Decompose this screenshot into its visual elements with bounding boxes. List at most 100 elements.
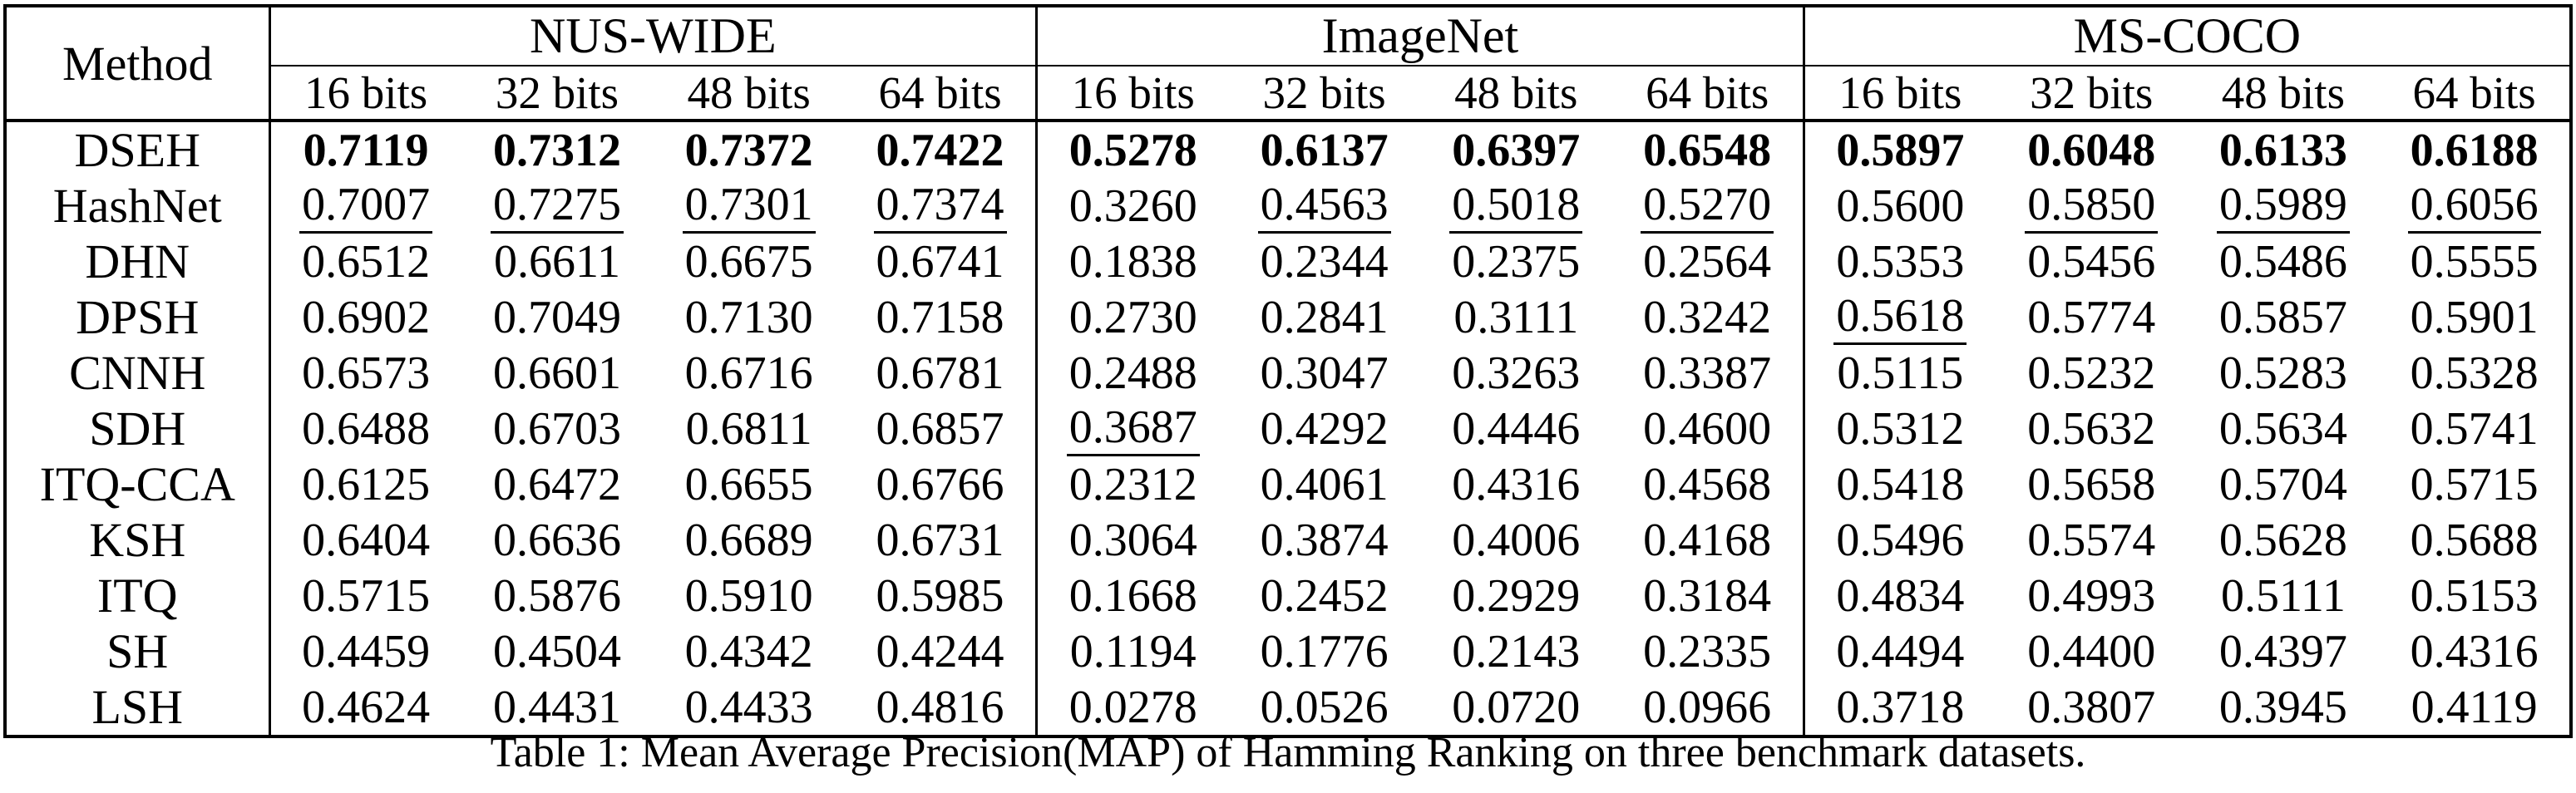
map-value: 0.6811 <box>685 402 812 455</box>
value-cell: 0.0278 <box>1035 679 1229 736</box>
bits-column-header: 32 bits <box>1995 66 2188 122</box>
value-cell: 0.5985 <box>845 568 1037 623</box>
map-value: 0.4563 <box>1257 181 1391 234</box>
map-value: 0.4993 <box>2027 569 2156 622</box>
map-value: 0.6601 <box>492 347 621 399</box>
map-value: 0.0526 <box>1260 681 1389 733</box>
map-value: 0.5741 <box>2410 402 2539 455</box>
value-cell: 0.6056 <box>2379 178 2571 234</box>
map-value: 0.2143 <box>1452 625 1581 677</box>
value-cell: 0.4119 <box>2379 679 2571 736</box>
value-cell: 0.4433 <box>653 679 845 736</box>
value-cell: 0.7130 <box>653 289 845 345</box>
value-cell: 0.5628 <box>2188 512 2380 568</box>
map-value: 0.4433 <box>684 681 813 733</box>
map-value: 0.7374 <box>873 181 1007 234</box>
method-cell: HashNet <box>5 178 271 234</box>
map-value: 0.6133 <box>2218 124 2347 176</box>
value-cell: 0.7312 <box>461 121 654 178</box>
map-value: 0.0278 <box>1068 681 1197 733</box>
table-row: CNNH 0.6573 0.6601 0.6716 0.6781 0.2488 0.3047… <box>5 345 2571 401</box>
map-value: 0.5111 <box>2220 569 2346 622</box>
value-cell: 0.5901 <box>2379 289 2571 345</box>
value-cell: 0.0526 <box>1228 679 1420 736</box>
value-cell: 0.5857 <box>2188 289 2380 345</box>
map-value: 0.2375 <box>1452 235 1581 288</box>
value-cell: 0.1776 <box>1228 623 1420 679</box>
value-cell: 0.6125 <box>268 456 461 512</box>
value-cell: 0.5897 <box>1802 121 1996 178</box>
map-value: 0.4494 <box>1836 625 1965 677</box>
bits-header-row: 16 bits 32 bits 48 bits 64 bits 16 bits … <box>5 66 2571 122</box>
map-value: 0.7422 <box>876 124 1004 176</box>
map-value: 0.7158 <box>876 291 1004 343</box>
bits-column-header: 32 bits <box>461 66 654 122</box>
map-value: 0.7119 <box>303 124 429 176</box>
value-cell: 0.6716 <box>653 345 845 401</box>
map-value: 0.5270 <box>1641 181 1774 234</box>
value-cell: 0.4568 <box>1612 456 1804 512</box>
value-cell: 0.7372 <box>653 121 845 178</box>
map-value: 0.4816 <box>876 681 1004 733</box>
value-cell: 0.3874 <box>1228 512 1420 568</box>
map-value: 0.5897 <box>1836 124 1965 176</box>
bits-column-header: 16 bits <box>268 66 461 122</box>
map-value: 0.3874 <box>1260 514 1389 566</box>
map-value: 0.5153 <box>2410 569 2539 622</box>
map-value: 0.5418 <box>1836 458 1965 510</box>
map-value: 0.3718 <box>1836 681 1965 733</box>
method-cell: ITQ-CCA <box>5 456 271 512</box>
value-cell: 0.5153 <box>2379 568 2571 623</box>
value-cell: 0.7374 <box>845 178 1037 234</box>
value-cell: 0.6573 <box>268 345 461 401</box>
map-value: 0.4244 <box>876 625 1004 677</box>
table-row: DPSH 0.6902 0.7049 0.7130 0.7158 0.2730 0.2841… <box>5 289 2571 345</box>
value-cell: 0.4061 <box>1228 456 1420 512</box>
map-value: 0.5658 <box>2027 458 2156 510</box>
map-value: 0.6137 <box>1260 124 1389 176</box>
value-cell: 0.6548 <box>1612 121 1804 178</box>
value-cell: 0.6048 <box>1996 121 2188 178</box>
map-value: 0.5774 <box>2027 291 2156 343</box>
value-cell: 0.6488 <box>268 401 461 456</box>
map-value: 0.1194 <box>1069 625 1197 677</box>
method-cell: SH <box>5 623 271 679</box>
map-value: 0.5618 <box>1833 293 1967 345</box>
value-cell: 0.6404 <box>268 512 461 568</box>
map-value: 0.7312 <box>492 124 621 176</box>
value-cell: 0.2335 <box>1612 623 1804 679</box>
value-cell: 0.6689 <box>653 512 845 568</box>
value-cell: 0.5283 <box>2188 345 2380 401</box>
map-value: 0.3047 <box>1260 347 1389 399</box>
map-value: 0.5456 <box>2027 235 2156 288</box>
map-value: 0.2344 <box>1260 235 1389 288</box>
map-value: 0.2312 <box>1068 458 1197 510</box>
map-value: 0.5850 <box>2025 181 2159 234</box>
value-cell: 0.3387 <box>1612 345 1804 401</box>
value-cell: 0.6188 <box>2379 121 2571 178</box>
value-cell: 0.4816 <box>845 679 1037 736</box>
value-cell: 0.3064 <box>1035 512 1229 568</box>
map-value: 0.5115 <box>1837 347 1964 399</box>
map-value: 0.6655 <box>684 458 813 510</box>
map-value: 0.7049 <box>492 291 621 343</box>
value-cell: 0.5111 <box>2188 568 2380 623</box>
value-cell: 0.3184 <box>1612 568 1804 623</box>
table-row: DHN 0.6512 0.6611 0.6675 0.6741 0.1838 0.2344 0… <box>5 234 2571 289</box>
value-cell: 0.5741 <box>2379 401 2571 456</box>
dataset-group-header-mscoco: MS-COCO <box>1802 6 2571 66</box>
value-cell: 0.6675 <box>653 234 845 289</box>
map-value: 0.6741 <box>876 235 1004 288</box>
value-cell: 0.5312 <box>1802 401 1996 456</box>
map-value: 0.6048 <box>2027 124 2156 176</box>
map-value: 0.4342 <box>684 625 813 677</box>
map-value: 0.5910 <box>684 569 813 622</box>
map-value: 0.2335 <box>1643 625 1772 677</box>
method-cell: KSH <box>5 512 271 568</box>
map-value: 0.2488 <box>1068 347 1197 399</box>
map-value: 0.4504 <box>492 625 621 677</box>
map-value: 0.6703 <box>492 402 621 455</box>
map-value: 0.3260 <box>1068 180 1197 232</box>
value-cell: 0.5850 <box>1996 178 2188 234</box>
value-cell: 0.4244 <box>845 623 1037 679</box>
